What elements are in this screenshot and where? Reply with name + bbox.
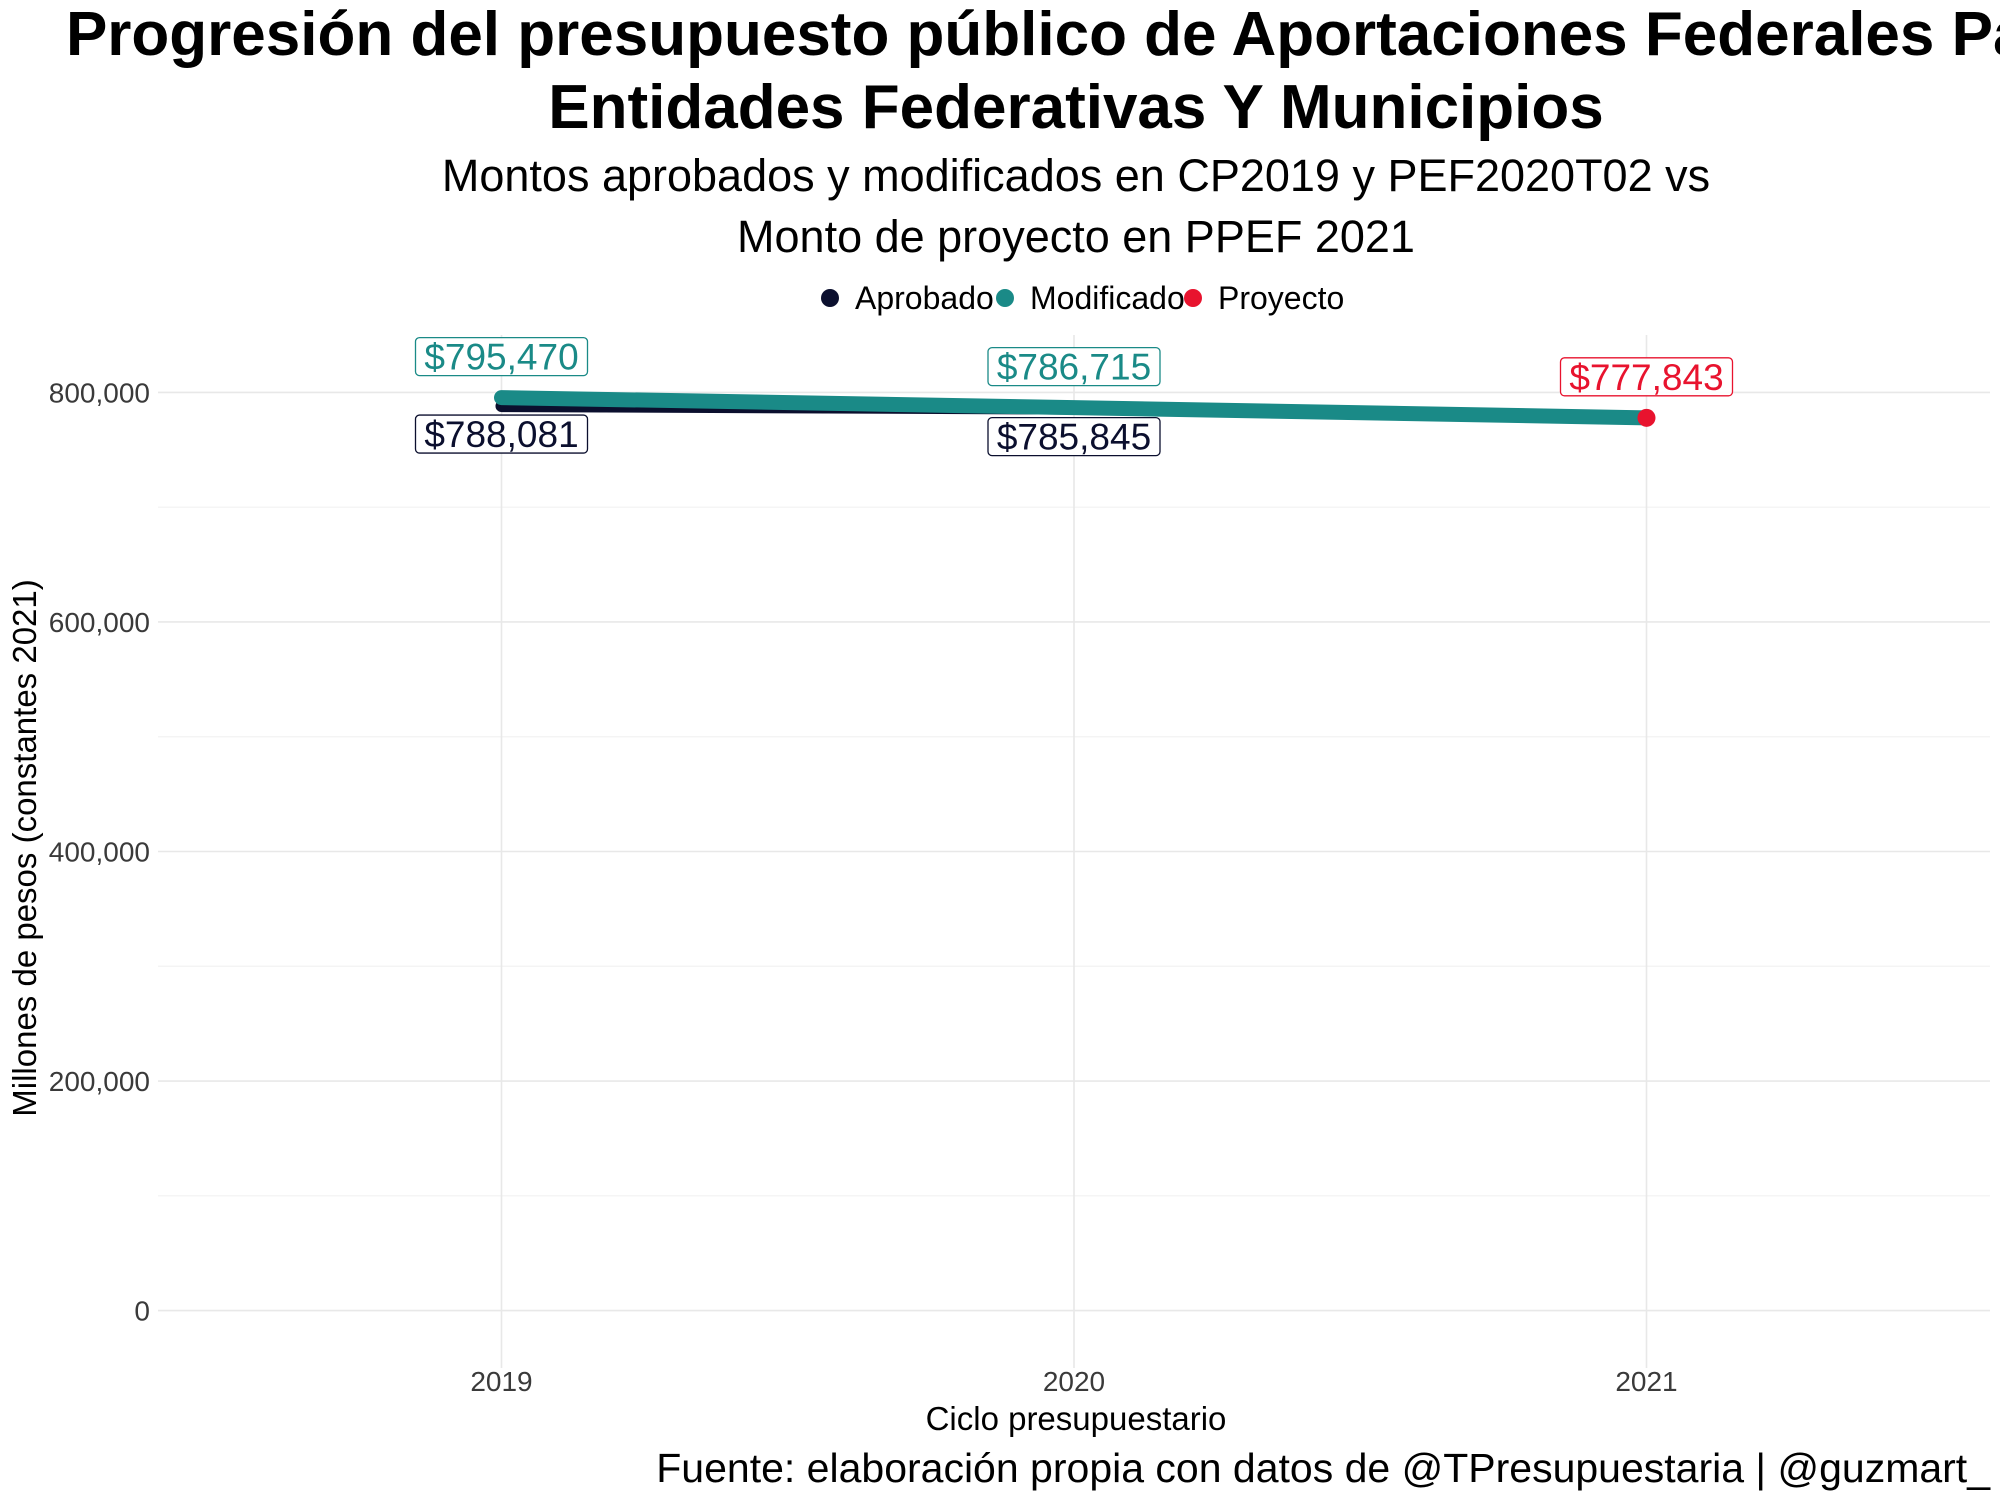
series xyxy=(494,390,1656,427)
data-label-text: $795,470 xyxy=(424,337,578,378)
x-tick-label: 2019 xyxy=(470,1366,532,1397)
chart-subtitle: Montos aprobados y modificados en CP2019… xyxy=(442,150,1710,262)
legend-key-modificado xyxy=(996,289,1014,307)
y-tick-label: 200,000 xyxy=(49,1066,150,1097)
x-tick-label: 2021 xyxy=(1615,1366,1677,1397)
chart-subtitle-line-1: Montos aprobados y modificados en CP2019… xyxy=(442,150,1710,201)
data-label-aprobado: $788,081 xyxy=(414,414,589,455)
legend-label-aprobado: Aprobado xyxy=(855,280,994,316)
grid xyxy=(158,335,1990,1368)
y-axis-ticks: 0 200,000 400,000 600,000 800,000 xyxy=(49,377,150,1326)
data-label-text: $777,843 xyxy=(1569,357,1723,398)
x-axis-title: Ciclo presupuestario xyxy=(926,1400,1227,1437)
legend-label-modificado: Modificado xyxy=(1030,280,1185,316)
data-label-box xyxy=(987,346,1161,387)
y-tick-label: 0 xyxy=(134,1296,150,1327)
x-tick-label: 2020 xyxy=(1043,1366,1105,1397)
data-label-box xyxy=(1559,357,1734,397)
y-tick-label: 800,000 xyxy=(49,377,150,408)
data-label-text: $788,081 xyxy=(424,414,578,455)
chart-title-line-2: Entidades Federativas Y Municipios xyxy=(548,73,1603,142)
data-label-box xyxy=(414,414,589,454)
data-label-box xyxy=(414,336,589,377)
legend-key-proyecto xyxy=(1184,289,1202,307)
x-axis-ticks: 2019 2020 2021 xyxy=(470,1366,1677,1397)
series-point-proyecto xyxy=(1637,408,1656,427)
y-tick-label: 400,000 xyxy=(49,837,150,868)
legend-key-aprobado xyxy=(821,289,839,307)
legend-label-proyecto: Proyecto xyxy=(1218,280,1344,316)
data-label-text: $785,845 xyxy=(997,417,1151,458)
data-label-aprobado: $785,845 xyxy=(987,416,1161,458)
data-label-box xyxy=(987,416,1161,457)
data-label-proyecto: $777,843 xyxy=(1559,357,1734,398)
series-line-modificado xyxy=(494,390,1654,426)
y-tick-label: 600,000 xyxy=(49,607,150,638)
chart-title: Progresión del presupuesto público de Ap… xyxy=(66,0,2000,142)
legend: Aprobado Modificado Proyecto xyxy=(821,280,1344,316)
chart-subtitle-line-2: Monto de proyecto en PPEF 2021 xyxy=(737,211,1415,262)
data-labels: $788,081 $785,845 $795,470 $786,715 $777,843 xyxy=(414,336,1734,458)
y-axis-title: Millones de pesos (constantes 2021) xyxy=(6,579,43,1116)
caption: Fuente: elaboración propia con datos de … xyxy=(656,1445,1991,1491)
data-label-modificado: $786,715 xyxy=(987,346,1161,388)
data-label-modificado: $795,470 xyxy=(414,336,589,378)
data-label-text: $786,715 xyxy=(997,347,1151,388)
chart-title-line-1: Progresión del presupuesto público de Ap… xyxy=(66,0,2000,69)
